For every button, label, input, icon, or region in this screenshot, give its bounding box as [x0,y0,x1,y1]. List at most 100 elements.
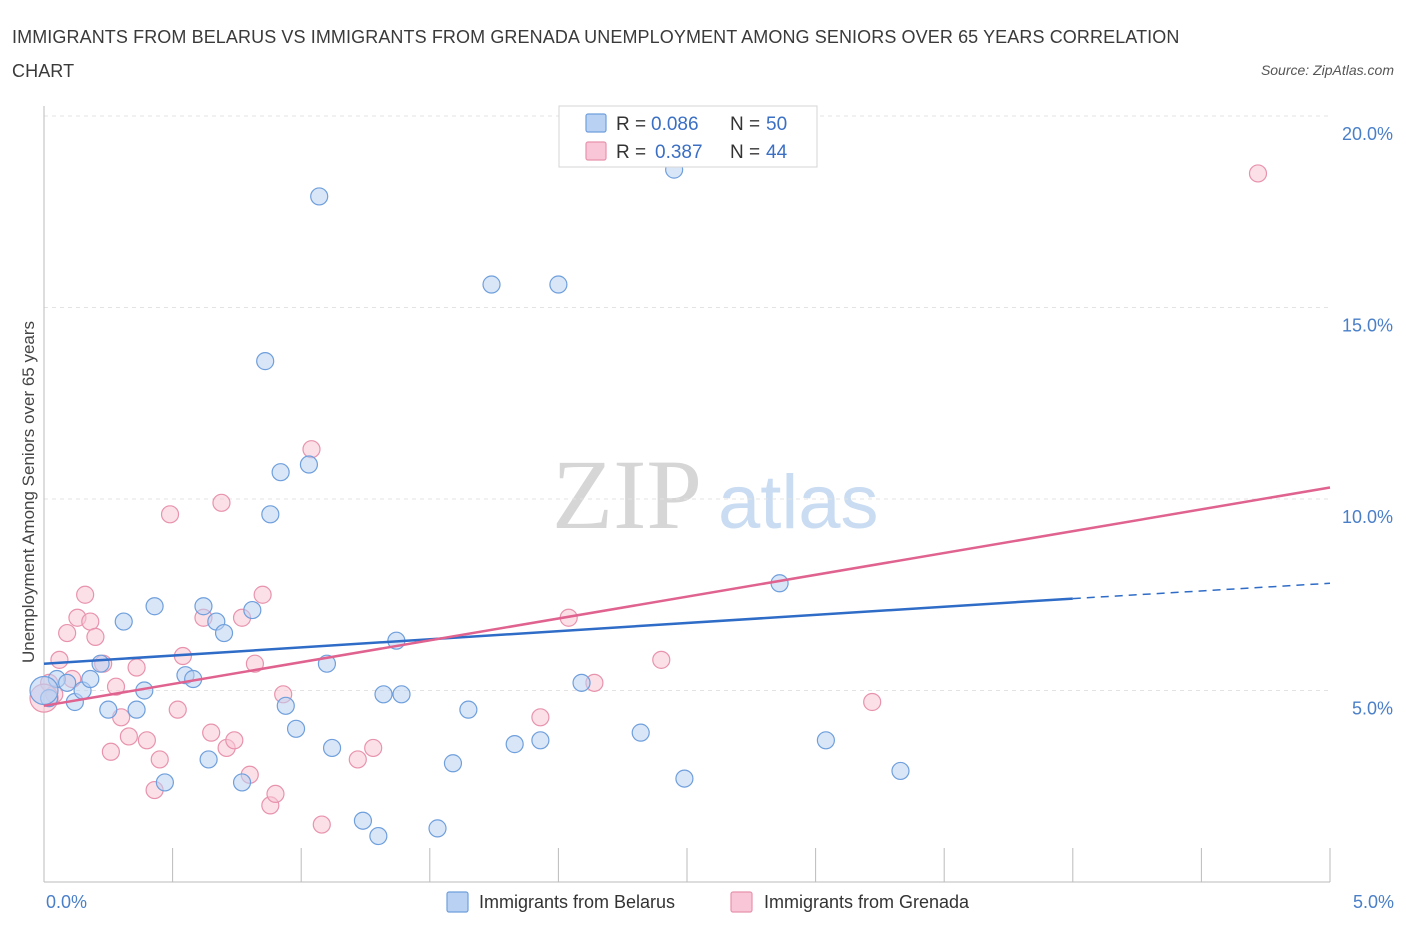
legend-n-value-belarus: 50 [766,114,787,135]
y-tick-label-3: 20.0% [1342,124,1393,144]
legend-n-label-grenada: N = [730,142,760,163]
belarus-point-23 [271,463,290,482]
grenada-point-31 [266,784,285,804]
chart-title: IMMIGRANTS FROM BELARUS VS IMMIGRANTS FR… [12,27,1180,81]
grenada-point-33 [302,440,321,459]
grenada-point-11 [106,677,126,696]
legend-r-label-grenada: R = [616,142,646,163]
bottom-legend-label-grenada: Immigrants from Grenada [764,892,970,912]
belarus-point-25 [286,719,306,738]
belarus-point-37 [459,700,478,719]
grenada-point-6 [76,585,95,604]
legend-swatch-belarus [585,113,607,133]
belarus-point-26 [299,455,319,474]
x-tick-marks [43,848,1331,882]
belarus-point-11 [155,773,174,792]
belarus-point-9 [127,700,146,719]
watermark-atlas: atlas [718,460,879,545]
legend-n-label-belarus: N = [730,114,760,135]
grenada-point-41 [863,692,882,712]
belarus-point-35 [428,819,447,838]
grenada-point-10 [101,742,120,761]
belarus-point-36 [443,754,463,773]
belarus-point-41 [549,275,568,294]
bottom-legend-swatch-belarus [446,891,469,913]
bottom-legend: Immigrants from Belarus Immigrants from … [446,891,970,913]
legend-r-label-belarus: R = [616,114,646,135]
grenada-point-7 [81,612,100,631]
grenada-point-28 [245,654,265,673]
belarus-point-6 [91,654,110,673]
y-tick-label-1: 10.0% [1342,507,1393,527]
grenada-point-18 [160,505,180,524]
belarus-point-32 [374,685,393,704]
grenada-point-42 [1248,164,1268,183]
watermark-zip: ZIP [552,439,702,550]
belarus-point-8 [114,612,133,631]
grenada-point-35 [348,750,367,769]
belarus-point-20 [243,600,262,620]
bottom-legend-label-belarus: Immigrants from Belarus [479,892,675,912]
belarus-point-24 [276,696,295,715]
grenada-point-36 [364,738,383,758]
legend-r-value-belarus: 0.086 [651,114,699,135]
stats-legend: R = 0.086 N = 50 R = 0.387 N = 44 [558,105,818,168]
grenada-point-2 [50,650,69,669]
y-tick-label-2: 15.0% [1342,316,1393,336]
belarus-point-22 [261,505,280,524]
x-tick-label-min: 0.0% [46,892,87,912]
belarus-point-27 [310,187,329,206]
grenada-point-15 [137,731,156,750]
grenada-point-8 [86,627,105,646]
belarus-point-2 [58,673,77,692]
belarus-point-40 [531,731,550,750]
grenada-point-14 [127,658,146,677]
belarus-point-38 [482,275,501,294]
belarus-point-30 [353,811,373,830]
belarus-point-15 [194,597,213,616]
belarus-point-16 [199,750,218,769]
belarus-point-46 [770,574,789,593]
y-axis-label: Unemployment Among Seniors over 65 years [19,321,38,663]
trend-lines [43,486,1331,708]
grenada-point-40 [652,650,671,669]
grenada-point-13 [119,727,138,746]
trend-line-belarus-extension [1072,582,1331,600]
y-tick-labels: 5.0% 10.0% 15.0% 20.0% [1342,124,1393,719]
grenada-point-34 [312,815,331,834]
belarus-point-21 [256,352,275,371]
source-label: Source: ZipAtlas.com [1260,62,1394,78]
belarus-point-5 [81,669,100,689]
grenada-point-25 [225,731,244,750]
grenada-point-19 [168,700,187,719]
series-belarus-points [29,160,910,846]
grenada-point-23 [212,493,231,512]
grenada-point-17 [150,750,169,769]
belarus-point-48 [891,761,910,781]
belarus-point-34 [392,685,411,704]
belarus-point-19 [232,773,252,792]
belarus-point-31 [369,826,388,846]
belarus-point-7 [99,700,118,719]
trend-line-grenada [43,486,1331,708]
legend-r-value-grenada: 0.387 [655,142,703,163]
bottom-legend-swatch-grenada [730,891,753,913]
belarus-point-42 [572,673,591,692]
belarus-point-43 [631,723,650,742]
trend-line-belarus [43,597,1073,665]
belarus-point-29 [322,738,342,758]
grenada-point-22 [202,723,221,742]
belarus-point-49 [29,675,59,706]
legend-n-value-grenada: 44 [766,142,788,163]
grenada-point-37 [531,708,550,727]
belarus-point-39 [505,735,524,754]
y-tick-label-0: 5.0% [1352,699,1393,719]
belarus-point-45 [675,769,694,788]
legend-swatch-grenada [585,141,607,161]
belarus-point-18 [214,623,234,643]
gridlines [44,115,1330,691]
belarus-point-12 [145,597,164,616]
x-tick-label-max: 5.0% [1353,892,1394,912]
grenada-point-3 [58,623,77,643]
